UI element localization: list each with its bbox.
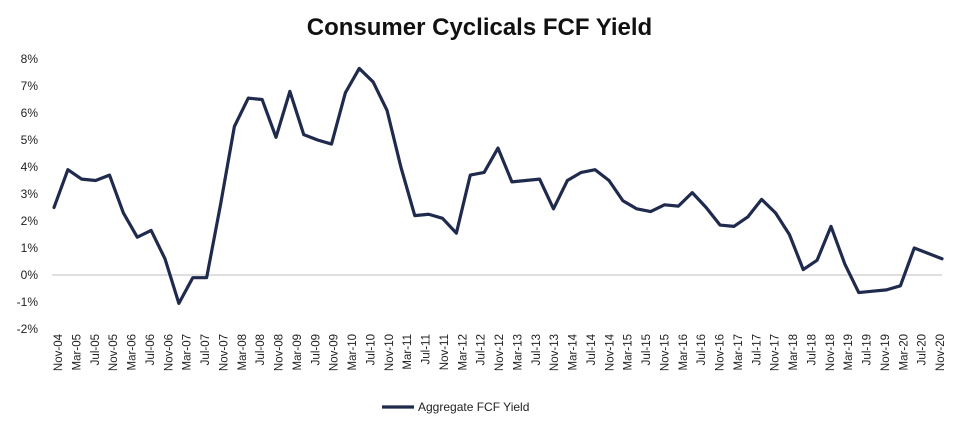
- x-tick-label: Nov-09: [329, 334, 341, 371]
- x-tick-label: Mar-20: [898, 334, 910, 370]
- x-axis: Nov-04 Mar-05 Jul-05 Nov-05 Mar-06 Jul-06 Nov-…: [53, 333, 947, 371]
- x-tick-label: Nov-04: [53, 333, 65, 371]
- y-tick-label: 6%: [21, 106, 39, 120]
- legend-label: Aggregate FCF Yield: [418, 400, 529, 414]
- x-tick-label: Jul-12: [476, 334, 488, 365]
- y-tick-label: -2%: [17, 322, 39, 336]
- x-tick-label: Jul-16: [696, 334, 708, 365]
- x-tick-label: Nov-20: [935, 334, 947, 371]
- x-tick-label: Jul-09: [310, 334, 322, 365]
- y-axis: -2% -1% 0% 1% 2% 3% 4% 5% 6% 7% 8%: [17, 52, 942, 336]
- x-tick-label: Mar-10: [347, 334, 359, 370]
- legend: Aggregate FCF Yield: [382, 400, 529, 414]
- x-tick-label: Nov-05: [108, 334, 120, 371]
- x-tick-label: Nov-18: [825, 334, 837, 371]
- x-tick-label: Jul-08: [255, 334, 267, 365]
- x-tick-label: Mar-07: [182, 334, 194, 370]
- x-tick-label: Mar-13: [512, 334, 524, 370]
- x-tick-label: Jul-10: [365, 334, 377, 365]
- x-tick-label: Jul-19: [862, 334, 874, 365]
- x-tick-label: Mar-18: [788, 334, 800, 370]
- x-tick-label: Jul-07: [200, 334, 212, 365]
- y-tick-label: 0%: [21, 268, 39, 282]
- x-tick-label: Nov-17: [770, 334, 782, 371]
- x-tick-label: Nov-07: [218, 334, 230, 371]
- x-tick-label: Nov-13: [549, 334, 561, 371]
- x-tick-label: Nov-11: [439, 334, 451, 370]
- x-tick-label: Jul-17: [751, 334, 763, 365]
- x-tick-label: Mar-15: [623, 334, 635, 370]
- x-tick-label: Mar-14: [568, 333, 580, 370]
- x-tick-label: Jul-14: [586, 333, 598, 365]
- y-tick-label: 1%: [21, 241, 39, 255]
- x-tick-label: Mar-08: [237, 334, 249, 370]
- x-tick-label: Jul-18: [806, 334, 818, 365]
- x-tick-label: Jul-06: [145, 334, 157, 365]
- x-tick-label: Jul-15: [641, 334, 653, 365]
- x-tick-label: Jul-05: [90, 334, 102, 365]
- x-tick-label: Mar-17: [733, 334, 745, 370]
- x-tick-label: Nov-15: [659, 334, 671, 371]
- x-tick-label: Mar-16: [678, 334, 690, 370]
- y-tick-label: 3%: [21, 187, 39, 201]
- series-line: [52, 66, 944, 305]
- y-tick-label: 8%: [21, 52, 39, 66]
- x-tick-label: Nov-14: [604, 333, 616, 371]
- x-tick-label: Mar-06: [127, 334, 139, 370]
- y-tick-label: 4%: [21, 160, 39, 174]
- x-tick-label: Nov-19: [880, 334, 892, 371]
- x-tick-label: Mar-12: [457, 334, 469, 370]
- x-tick-label: Nov-08: [274, 334, 286, 371]
- x-tick-label: Mar-05: [71, 334, 83, 370]
- x-tick-label: Jul-11: [421, 334, 433, 364]
- y-tick-label: 7%: [21, 79, 39, 93]
- x-tick-label: Nov-10: [384, 334, 396, 371]
- x-tick-label: Nov-12: [494, 334, 506, 371]
- x-tick-label: Nov-16: [715, 334, 727, 371]
- x-tick-label: Jul-13: [531, 334, 543, 365]
- y-tick-label: -1%: [17, 295, 39, 309]
- chart-title: Consumer Cyclicals FCF Yield: [306, 14, 653, 41]
- series-layer: [52, 66, 944, 305]
- x-tick-label: Nov-06: [163, 334, 175, 371]
- x-tick-label: Mar-19: [843, 334, 855, 370]
- x-tick-label: Mar-09: [292, 334, 304, 370]
- x-tick-label: Mar-11: [402, 334, 414, 370]
- x-tick-label: Jul-20: [917, 334, 929, 365]
- y-tick-label: 5%: [21, 133, 39, 147]
- y-tick-label: 2%: [21, 214, 39, 228]
